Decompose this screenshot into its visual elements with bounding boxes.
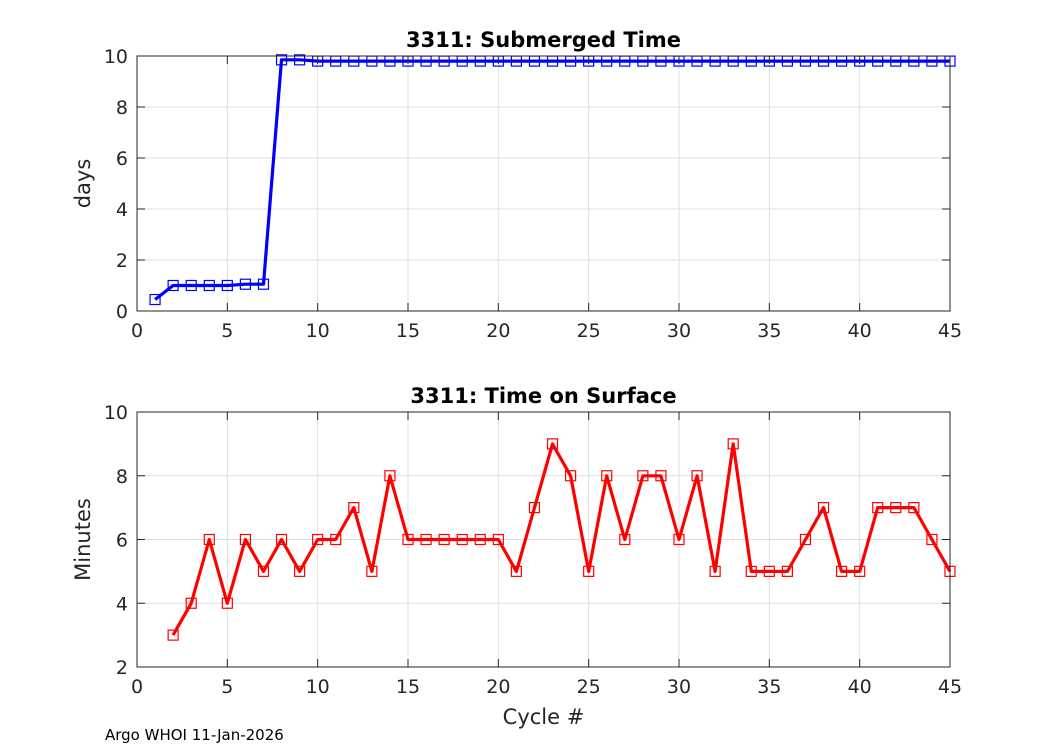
- y-tick-label: 4: [116, 199, 128, 221]
- data-point-marker: [510, 565, 522, 577]
- data-point-marker: [673, 533, 685, 546]
- data-point-marker: [854, 565, 866, 577]
- x-tick-label: 10: [306, 320, 330, 342]
- y-tick-label: 2: [116, 250, 128, 272]
- data-point-marker: [203, 533, 215, 546]
- x-tick-label: 20: [486, 676, 510, 698]
- data-point-marker: [619, 533, 631, 546]
- data-point-marker: [167, 279, 179, 292]
- data-point-marker: [564, 470, 577, 482]
- data-point-marker: [221, 279, 233, 292]
- data-point-marker: [583, 565, 595, 577]
- submerged-time-panel: 0 5 10 15 20 25 30 35 40 45 0 2 4 6 8 10 3311: Submerged…: [71, 28, 962, 342]
- data-point-marker: [546, 438, 559, 450]
- y-axis-label: days: [71, 159, 95, 209]
- data-point-marker: [637, 470, 649, 482]
- data-point-marker: [799, 533, 812, 546]
- data-point-marker: [492, 533, 504, 546]
- data-point-marker: [456, 533, 468, 546]
- y-tick-label: 8: [116, 97, 128, 119]
- axes-box: [136, 55, 951, 312]
- data-point-marker: [438, 533, 450, 546]
- data-point-marker: [239, 278, 251, 290]
- x-tick-label: 5: [221, 676, 233, 698]
- data-point-marker: [294, 565, 306, 577]
- data-point-marker: [275, 533, 288, 546]
- x-tick-label: 45: [938, 320, 962, 342]
- data-point-marker: [655, 470, 667, 482]
- x-tick-label: 45: [938, 676, 962, 698]
- data-point-marker: [312, 533, 324, 546]
- y-tick-label: 10: [104, 402, 128, 424]
- data-point-marker: [528, 502, 541, 514]
- time-on-surface-panel: 0 5 10 15 20 25 30 35 40 45 2 4 6 8 10 3311: Time on Su…: [71, 384, 962, 729]
- data-point-marker: [275, 54, 288, 66]
- data-point-marker: [709, 565, 721, 577]
- x-tick-label: 40: [848, 676, 872, 698]
- x-tick-label: 15: [396, 676, 420, 698]
- y-tick-label: 6: [116, 148, 128, 170]
- x-tick-label: 25: [577, 676, 601, 698]
- data-point-marker: [185, 279, 197, 292]
- x-tick-label: 0: [131, 320, 143, 342]
- x-tick-label: 20: [486, 320, 510, 342]
- data-point-marker: [872, 502, 884, 514]
- y-tick-label: 2: [116, 657, 128, 679]
- data-point-marker: [835, 565, 848, 577]
- data-point-marker: [294, 54, 306, 66]
- data-point-marker: [239, 533, 251, 546]
- x-tick-label: 40: [848, 320, 872, 342]
- y-tick-label: 8: [116, 466, 128, 488]
- data-point-marker: [203, 279, 215, 292]
- data-point-marker: [474, 533, 486, 546]
- x-tick-label: 0: [131, 676, 143, 698]
- y-tick-label: 0: [116, 301, 128, 323]
- data-point-marker: [763, 565, 775, 577]
- plot-area: [137, 56, 950, 311]
- y-tick-label: 6: [116, 530, 128, 552]
- x-tick-label: 5: [221, 320, 233, 342]
- x-tick-label: 10: [306, 676, 330, 698]
- footer-credit: Argo WHOI 11-Jan-2026: [105, 726, 284, 744]
- y-axis-label: Minutes: [71, 498, 95, 581]
- data-point-marker: [908, 502, 920, 514]
- data-point-marker: [366, 565, 378, 577]
- x-tick-label: 15: [396, 320, 420, 342]
- data-point-marker: [926, 533, 938, 546]
- data-point-marker: [330, 533, 342, 546]
- y-tick-label: 10: [104, 46, 128, 68]
- data-point-marker: [384, 470, 396, 482]
- x-axis-label: Cycle #: [503, 705, 585, 729]
- x-tick-label: 25: [577, 320, 601, 342]
- data-point-marker: [149, 293, 161, 306]
- chart-title: 3311: Time on Surface: [410, 384, 676, 408]
- data-point-marker: [185, 597, 197, 609]
- x-tick-label: 35: [757, 320, 781, 342]
- x-tick-label: 30: [667, 320, 691, 342]
- data-point-marker: [601, 470, 613, 482]
- data-point-marker: [402, 533, 414, 546]
- y-tick-label: 4: [116, 593, 128, 615]
- data-point-marker: [420, 533, 432, 546]
- data-point-marker: [691, 470, 703, 482]
- data-point-marker: [781, 565, 794, 577]
- data-point-marker: [257, 278, 270, 290]
- data-point-marker: [727, 438, 739, 450]
- data-point-marker: [348, 502, 360, 514]
- data-point-marker: [890, 502, 902, 514]
- chart-title: 3311: Submerged Time: [406, 28, 681, 52]
- data-point-marker: [745, 565, 757, 577]
- data-point-marker: [221, 597, 233, 609]
- data-point-marker: [257, 565, 270, 577]
- data-point-marker: [167, 629, 179, 641]
- data-point-marker: [817, 502, 830, 514]
- series-line: [154, 58, 950, 301]
- x-tick-label: 35: [757, 676, 781, 698]
- x-tick-label: 30: [667, 676, 691, 698]
